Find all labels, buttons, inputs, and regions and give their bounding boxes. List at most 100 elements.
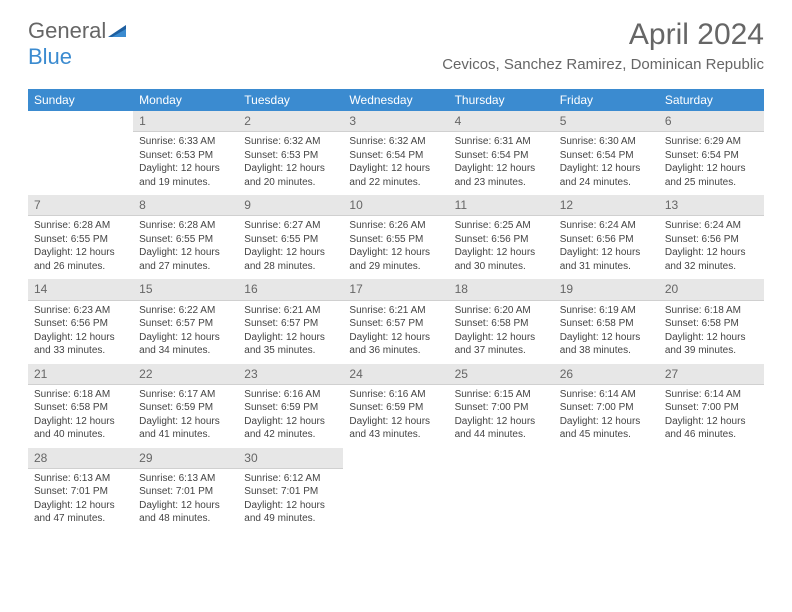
sunset-text: Sunset: 6:58 PM bbox=[665, 317, 758, 331]
day-cell: 22Sunrise: 6:17 AMSunset: 6:59 PMDayligh… bbox=[133, 364, 238, 448]
month-title: April 2024 bbox=[442, 18, 764, 52]
day-cell: 20Sunrise: 6:18 AMSunset: 6:58 PMDayligh… bbox=[659, 279, 764, 363]
day-number: 20 bbox=[659, 279, 764, 300]
daylight-text: Daylight: 12 hours and 22 minutes. bbox=[349, 162, 442, 189]
day-cell: 21Sunrise: 6:18 AMSunset: 6:58 PMDayligh… bbox=[28, 364, 133, 448]
day-content: Sunrise: 6:28 AMSunset: 6:55 PMDaylight:… bbox=[133, 216, 238, 279]
sunset-text: Sunset: 6:55 PM bbox=[244, 233, 337, 247]
sunset-text: Sunset: 6:59 PM bbox=[139, 401, 232, 415]
sunset-text: Sunset: 6:56 PM bbox=[455, 233, 548, 247]
day-number: 1 bbox=[133, 111, 238, 132]
day-cell: 5Sunrise: 6:30 AMSunset: 6:54 PMDaylight… bbox=[554, 111, 659, 195]
daylight-text: Daylight: 12 hours and 30 minutes. bbox=[455, 246, 548, 273]
header: General April 2024 Cevicos, Sanchez Rami… bbox=[0, 0, 792, 81]
dow-cell: Wednesday bbox=[343, 89, 448, 111]
sunrise-text: Sunrise: 6:31 AM bbox=[455, 135, 548, 149]
sunrise-text: Sunrise: 6:16 AM bbox=[244, 388, 337, 402]
day-cell: 6Sunrise: 6:29 AMSunset: 6:54 PMDaylight… bbox=[659, 111, 764, 195]
day-number: 30 bbox=[238, 448, 343, 469]
sunset-text: Sunset: 6:58 PM bbox=[560, 317, 653, 331]
sunset-text: Sunset: 7:00 PM bbox=[665, 401, 758, 415]
day-cell: 30Sunrise: 6:12 AMSunset: 7:01 PMDayligh… bbox=[238, 448, 343, 532]
day-number: 29 bbox=[133, 448, 238, 469]
day-cell bbox=[449, 448, 554, 532]
day-cell: 3Sunrise: 6:32 AMSunset: 6:54 PMDaylight… bbox=[343, 111, 448, 195]
day-content: Sunrise: 6:18 AMSunset: 6:58 PMDaylight:… bbox=[28, 385, 133, 448]
sunrise-text: Sunrise: 6:14 AM bbox=[665, 388, 758, 402]
day-cell: 4Sunrise: 6:31 AMSunset: 6:54 PMDaylight… bbox=[449, 111, 554, 195]
day-number: 11 bbox=[449, 195, 554, 216]
sunrise-text: Sunrise: 6:32 AM bbox=[244, 135, 337, 149]
day-number: 5 bbox=[554, 111, 659, 132]
day-number: 22 bbox=[133, 364, 238, 385]
week-row: 14Sunrise: 6:23 AMSunset: 6:56 PMDayligh… bbox=[28, 279, 764, 363]
week-row: 21Sunrise: 6:18 AMSunset: 6:58 PMDayligh… bbox=[28, 364, 764, 448]
day-content: Sunrise: 6:28 AMSunset: 6:55 PMDaylight:… bbox=[28, 216, 133, 279]
sunrise-text: Sunrise: 6:19 AM bbox=[560, 304, 653, 318]
sunset-text: Sunset: 7:00 PM bbox=[560, 401, 653, 415]
day-content: Sunrise: 6:24 AMSunset: 6:56 PMDaylight:… bbox=[659, 216, 764, 279]
daylight-text: Daylight: 12 hours and 41 minutes. bbox=[139, 415, 232, 442]
day-content: Sunrise: 6:12 AMSunset: 7:01 PMDaylight:… bbox=[238, 469, 343, 532]
daylight-text: Daylight: 12 hours and 36 minutes. bbox=[349, 331, 442, 358]
day-number: 15 bbox=[133, 279, 238, 300]
day-content: Sunrise: 6:29 AMSunset: 6:54 PMDaylight:… bbox=[659, 132, 764, 195]
daylight-text: Daylight: 12 hours and 28 minutes. bbox=[244, 246, 337, 273]
daylight-text: Daylight: 12 hours and 27 minutes. bbox=[139, 246, 232, 273]
daylight-text: Daylight: 12 hours and 23 minutes. bbox=[455, 162, 548, 189]
sunset-text: Sunset: 7:00 PM bbox=[455, 401, 548, 415]
day-number: 8 bbox=[133, 195, 238, 216]
sunrise-text: Sunrise: 6:33 AM bbox=[139, 135, 232, 149]
logo-text-general: General bbox=[28, 18, 106, 44]
sunset-text: Sunset: 6:56 PM bbox=[34, 317, 127, 331]
sunrise-text: Sunrise: 6:13 AM bbox=[34, 472, 127, 486]
day-cell: 29Sunrise: 6:13 AMSunset: 7:01 PMDayligh… bbox=[133, 448, 238, 532]
day-cell: 2Sunrise: 6:32 AMSunset: 6:53 PMDaylight… bbox=[238, 111, 343, 195]
daylight-text: Daylight: 12 hours and 19 minutes. bbox=[139, 162, 232, 189]
sunset-text: Sunset: 6:53 PM bbox=[244, 149, 337, 163]
day-number: 14 bbox=[28, 279, 133, 300]
day-content: Sunrise: 6:15 AMSunset: 7:00 PMDaylight:… bbox=[449, 385, 554, 448]
sunrise-text: Sunrise: 6:26 AM bbox=[349, 219, 442, 233]
day-number: 13 bbox=[659, 195, 764, 216]
sunrise-text: Sunrise: 6:22 AM bbox=[139, 304, 232, 318]
daylight-text: Daylight: 12 hours and 42 minutes. bbox=[244, 415, 337, 442]
sunrise-text: Sunrise: 6:32 AM bbox=[349, 135, 442, 149]
day-cell bbox=[28, 111, 133, 195]
day-cell: 9Sunrise: 6:27 AMSunset: 6:55 PMDaylight… bbox=[238, 195, 343, 279]
day-number: 28 bbox=[28, 448, 133, 469]
sunset-text: Sunset: 6:55 PM bbox=[34, 233, 127, 247]
sunrise-text: Sunrise: 6:28 AM bbox=[34, 219, 127, 233]
day-content: Sunrise: 6:16 AMSunset: 6:59 PMDaylight:… bbox=[343, 385, 448, 448]
day-content: Sunrise: 6:25 AMSunset: 6:56 PMDaylight:… bbox=[449, 216, 554, 279]
sunrise-text: Sunrise: 6:24 AM bbox=[560, 219, 653, 233]
day-content: Sunrise: 6:26 AMSunset: 6:55 PMDaylight:… bbox=[343, 216, 448, 279]
dow-cell: Saturday bbox=[659, 89, 764, 111]
sunset-text: Sunset: 6:54 PM bbox=[455, 149, 548, 163]
sunrise-text: Sunrise: 6:18 AM bbox=[665, 304, 758, 318]
day-content: Sunrise: 6:23 AMSunset: 6:56 PMDaylight:… bbox=[28, 301, 133, 364]
dow-cell: Monday bbox=[133, 89, 238, 111]
day-content: Sunrise: 6:14 AMSunset: 7:00 PMDaylight:… bbox=[659, 385, 764, 448]
day-number: 25 bbox=[449, 364, 554, 385]
day-cell: 7Sunrise: 6:28 AMSunset: 6:55 PMDaylight… bbox=[28, 195, 133, 279]
day-content: Sunrise: 6:19 AMSunset: 6:58 PMDaylight:… bbox=[554, 301, 659, 364]
day-cell bbox=[659, 448, 764, 532]
day-cell: 18Sunrise: 6:20 AMSunset: 6:58 PMDayligh… bbox=[449, 279, 554, 363]
sunset-text: Sunset: 6:59 PM bbox=[244, 401, 337, 415]
sunset-text: Sunset: 6:53 PM bbox=[139, 149, 232, 163]
sunrise-text: Sunrise: 6:16 AM bbox=[349, 388, 442, 402]
daylight-text: Daylight: 12 hours and 47 minutes. bbox=[34, 499, 127, 526]
day-cell bbox=[343, 448, 448, 532]
sunrise-text: Sunrise: 6:15 AM bbox=[455, 388, 548, 402]
day-cell: 11Sunrise: 6:25 AMSunset: 6:56 PMDayligh… bbox=[449, 195, 554, 279]
day-content: Sunrise: 6:24 AMSunset: 6:56 PMDaylight:… bbox=[554, 216, 659, 279]
sunrise-text: Sunrise: 6:25 AM bbox=[455, 219, 548, 233]
sunrise-text: Sunrise: 6:24 AM bbox=[665, 219, 758, 233]
day-content: Sunrise: 6:32 AMSunset: 6:53 PMDaylight:… bbox=[238, 132, 343, 195]
day-cell: 19Sunrise: 6:19 AMSunset: 6:58 PMDayligh… bbox=[554, 279, 659, 363]
title-block: April 2024 Cevicos, Sanchez Ramirez, Dom… bbox=[442, 18, 764, 73]
sunrise-text: Sunrise: 6:12 AM bbox=[244, 472, 337, 486]
day-content: Sunrise: 6:21 AMSunset: 6:57 PMDaylight:… bbox=[238, 301, 343, 364]
day-number: 21 bbox=[28, 364, 133, 385]
